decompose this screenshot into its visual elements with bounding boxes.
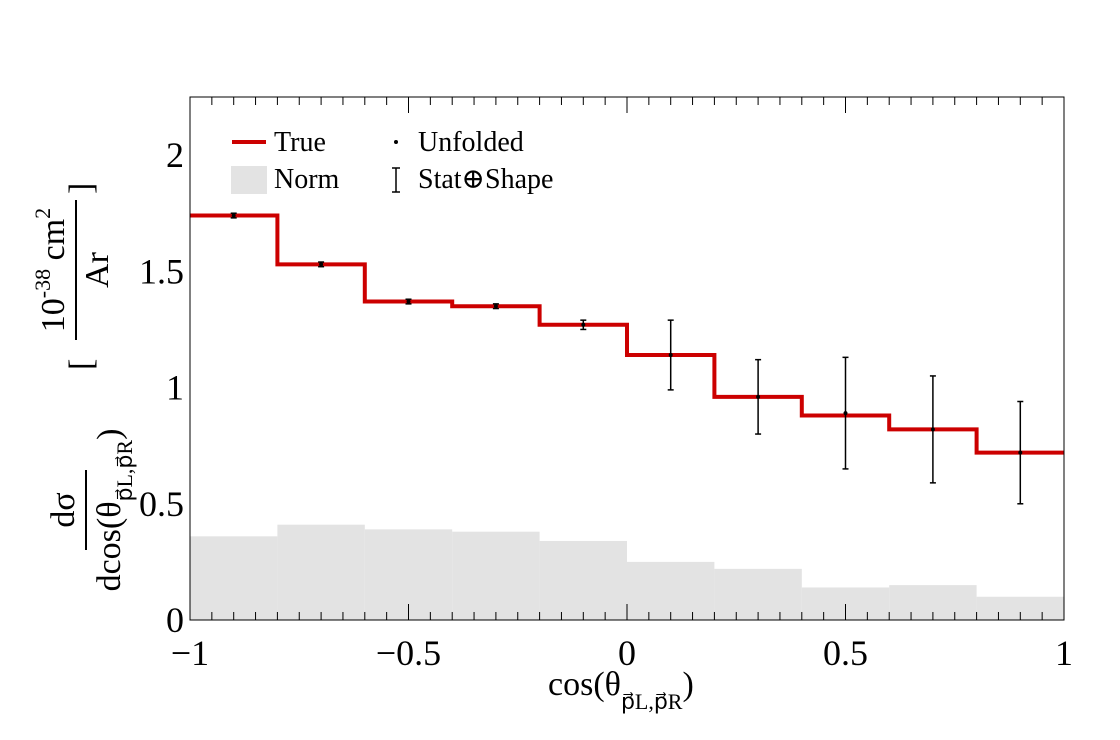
unfolded-point: [930, 427, 935, 432]
unfolded-point: [493, 304, 498, 309]
x-tick-label: 0.5: [823, 633, 868, 673]
norm-bar: [714, 568, 802, 620]
y-tick-label: 2: [166, 135, 184, 175]
y-axis-unit-denominator: Ar: [79, 251, 116, 288]
y-axis-denominator: dcos(θp⃗L,p⃗R): [91, 429, 137, 592]
x-tick-label: −0.5: [376, 633, 441, 673]
y-tick-label: 1: [166, 368, 184, 408]
legend-true-label: True: [274, 127, 326, 158]
legend: True Unfolded Norm Stat⊕Shape: [231, 127, 553, 195]
y-tick-label: 1.5: [139, 251, 184, 291]
y-tick-label: 0: [166, 600, 184, 640]
legend-error-swatch: [392, 167, 400, 193]
norm-bar: [539, 540, 627, 620]
x-axis-title: cos(θp⃗L,p⃗R): [548, 666, 694, 714]
norm-bar: [627, 561, 715, 620]
norm-bar: [277, 524, 365, 620]
y-axis-bracket-right: ]: [63, 183, 100, 194]
legend-unfolded-swatch: [394, 140, 398, 144]
unfolded-point: [231, 213, 236, 218]
legend-error-label: Stat⊕Shape: [418, 164, 553, 195]
legend-norm-label: Norm: [274, 164, 340, 195]
y-axis-numerator: dσ: [45, 492, 82, 527]
x-tick-label: −1: [171, 633, 209, 673]
unfolded-points: [231, 213, 1023, 455]
unfolded-point: [581, 322, 586, 327]
y-tick-label: 0.5: [139, 484, 184, 524]
legend-unfolded-label: Unfolded: [418, 127, 524, 158]
norm-bar: [452, 531, 540, 620]
x-tick-label: 0: [618, 633, 636, 673]
tick-labels: −1 −0.5 0 0.5 1 0 0.5 1 1.5 2: [139, 135, 1073, 673]
legend-norm-swatch: [231, 166, 267, 194]
y-axis-bracket-left: [: [63, 359, 100, 370]
x-tick-label: 1: [1055, 633, 1073, 673]
unfolded-point: [843, 411, 848, 416]
unfolded-point: [1018, 450, 1023, 455]
axis-ticks: [189, 97, 1065, 620]
unfolded-point: [668, 353, 673, 358]
true-step-line: [190, 213, 1064, 455]
norm-bar: [190, 536, 278, 620]
unfolded-point: [319, 262, 324, 267]
true-line: [190, 213, 1064, 455]
unfolded-error-bars: [230, 212, 1024, 505]
y-axis-unit-numerator: 10-38 cm2: [30, 208, 72, 332]
y-axis-title: dσ dcos(θp⃗L,p⃗R) [ 10-38 cm2 Ar ]: [30, 183, 137, 592]
unfolded-point: [756, 394, 761, 399]
unfolded-point: [406, 299, 411, 304]
